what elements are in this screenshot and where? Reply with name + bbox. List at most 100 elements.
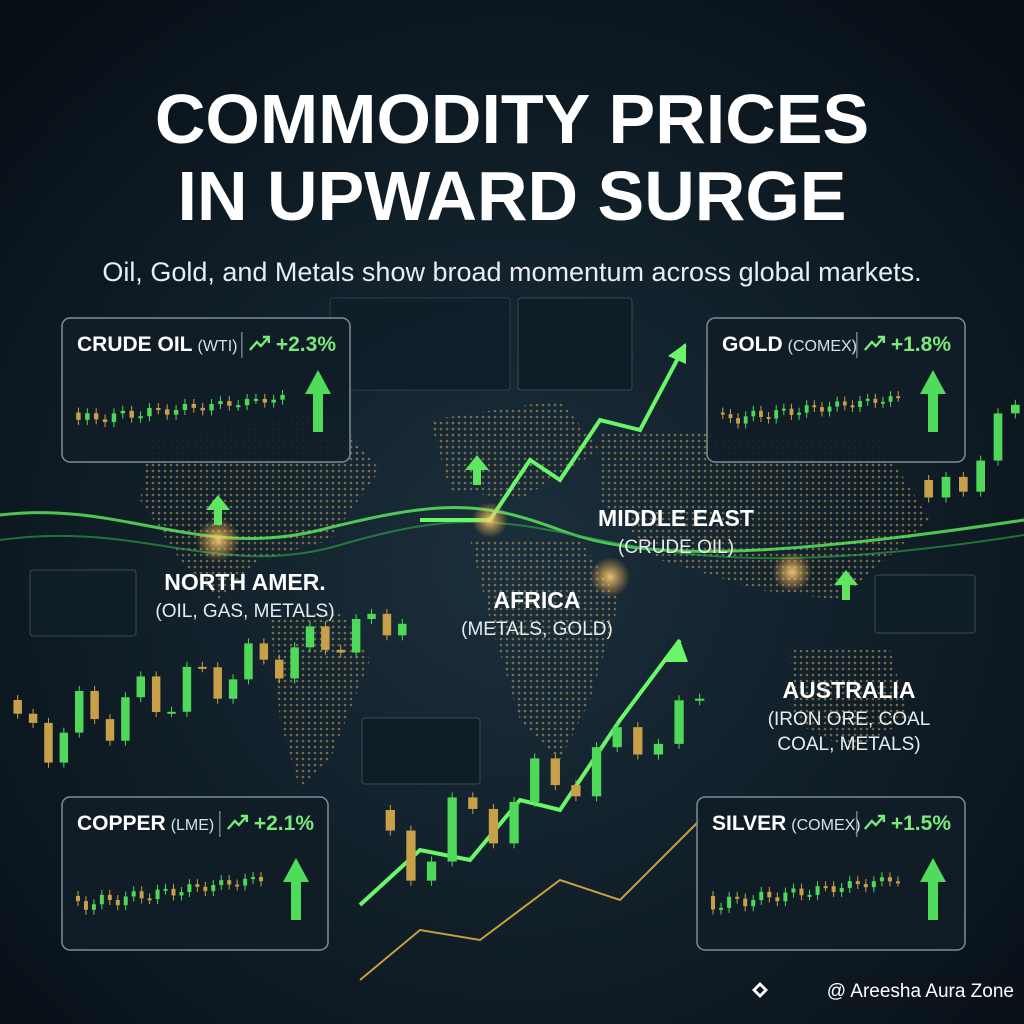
candle-body: [766, 416, 771, 419]
candle-body: [290, 647, 299, 679]
candle-body: [262, 398, 268, 403]
card-exchange: (COMEX): [788, 338, 857, 355]
gold-line: [359, 819, 701, 981]
up-arrow: [834, 570, 858, 600]
candle-body: [179, 892, 184, 896]
card-change: +1.5%: [891, 812, 951, 835]
candle-body: [93, 413, 99, 420]
decoration: [0, 297, 1024, 981]
candle-body: [839, 887, 844, 892]
candle-body: [75, 896, 80, 902]
candle-body: [823, 886, 828, 889]
candle-body: [28, 713, 38, 723]
candle-body: [674, 700, 684, 744]
candle-body: [351, 618, 361, 653]
candle-body: [227, 401, 232, 406]
mini-panel: [29, 569, 137, 637]
mini-panel: [329, 297, 511, 391]
candle-body: [695, 698, 705, 701]
up-arrow: [465, 455, 489, 485]
candle-body: [191, 404, 197, 408]
candle-body: [228, 679, 238, 699]
candle-body: [797, 412, 801, 415]
title: COMMODITY PRICES: [155, 80, 869, 158]
candle-body: [736, 418, 740, 424]
candle-body: [321, 626, 330, 650]
card-heading: COPPER (LME): [77, 812, 214, 835]
candle-body: [735, 896, 740, 899]
candle-body: [173, 409, 179, 415]
candle-body: [44, 722, 53, 763]
candle-body: [896, 396, 901, 399]
candle-body: [720, 412, 725, 415]
candle-body: [799, 888, 804, 896]
candle-body: [198, 666, 207, 669]
candle-body: [855, 881, 860, 885]
candle-body: [209, 404, 214, 411]
candle-body: [842, 401, 847, 406]
candle-body: [147, 898, 152, 901]
candle-body: [235, 405, 241, 408]
candle-body: [147, 408, 152, 417]
up-arrow: [283, 858, 309, 920]
card-change: +2.3%: [276, 333, 336, 356]
candle-body: [139, 891, 144, 899]
trend-arrow: [664, 640, 688, 662]
hub-glow: [590, 557, 630, 597]
candle-body: [203, 886, 208, 892]
candle-body: [13, 700, 22, 714]
candle-body: [653, 743, 664, 755]
card-name: GOLD: [722, 333, 783, 356]
candle-body: [835, 401, 840, 407]
region-detail: (METALS, GOLD): [461, 619, 613, 640]
candle-body: [711, 896, 716, 910]
candle-body: [151, 676, 161, 713]
candle-body: [385, 810, 395, 831]
candle-body: [253, 398, 259, 401]
candle-body: [121, 697, 130, 741]
candle-body: [847, 881, 852, 888]
trend-line: [358, 638, 682, 907]
candle-body: [820, 407, 824, 412]
candle-body: [244, 398, 250, 406]
candle-body: [367, 613, 376, 619]
candle-body: [406, 830, 416, 881]
candle-body: [138, 416, 143, 419]
card-background: [706, 317, 966, 463]
candle-body: [244, 643, 253, 680]
hub-glow: [196, 518, 240, 562]
card-background: [696, 796, 966, 951]
map-australia: [790, 650, 910, 750]
candle-body: [924, 480, 933, 498]
candle-body: [195, 884, 200, 887]
candle-body: [774, 410, 779, 419]
card-heading: SILVER (COMEX): [712, 812, 861, 835]
candle-body: [90, 690, 99, 720]
watermark-group: @ Areesha Aura Zone: [752, 981, 1014, 1002]
candle-body: [831, 886, 836, 892]
candle-body: [881, 401, 885, 404]
candle-body: [767, 891, 772, 898]
trend-arrow: [668, 343, 686, 364]
flow-line: [0, 506, 1024, 553]
candle-body: [200, 407, 205, 411]
commodity-card: COPPER (LME) +2.1%: [61, 796, 329, 951]
candle-body: [789, 408, 794, 415]
candle-body: [398, 623, 407, 636]
candle-body: [759, 891, 764, 901]
candle-body: [633, 727, 643, 755]
mini-panel: [517, 297, 633, 391]
candle-body: [182, 666, 192, 712]
candle-body: [530, 758, 540, 802]
watermark-icon: [752, 982, 768, 998]
card-name: COPPER: [77, 812, 166, 835]
card-change: +1.8%: [891, 333, 951, 356]
candle-body: [759, 410, 763, 417]
candle-body: [218, 401, 223, 405]
candle-body: [775, 897, 780, 902]
watermark: @ Areesha Aura Zone: [827, 981, 1014, 1002]
candle-body: [468, 797, 478, 809]
hub-glow: [772, 552, 812, 592]
candle-body: [305, 626, 315, 648]
card-background: [61, 796, 329, 951]
